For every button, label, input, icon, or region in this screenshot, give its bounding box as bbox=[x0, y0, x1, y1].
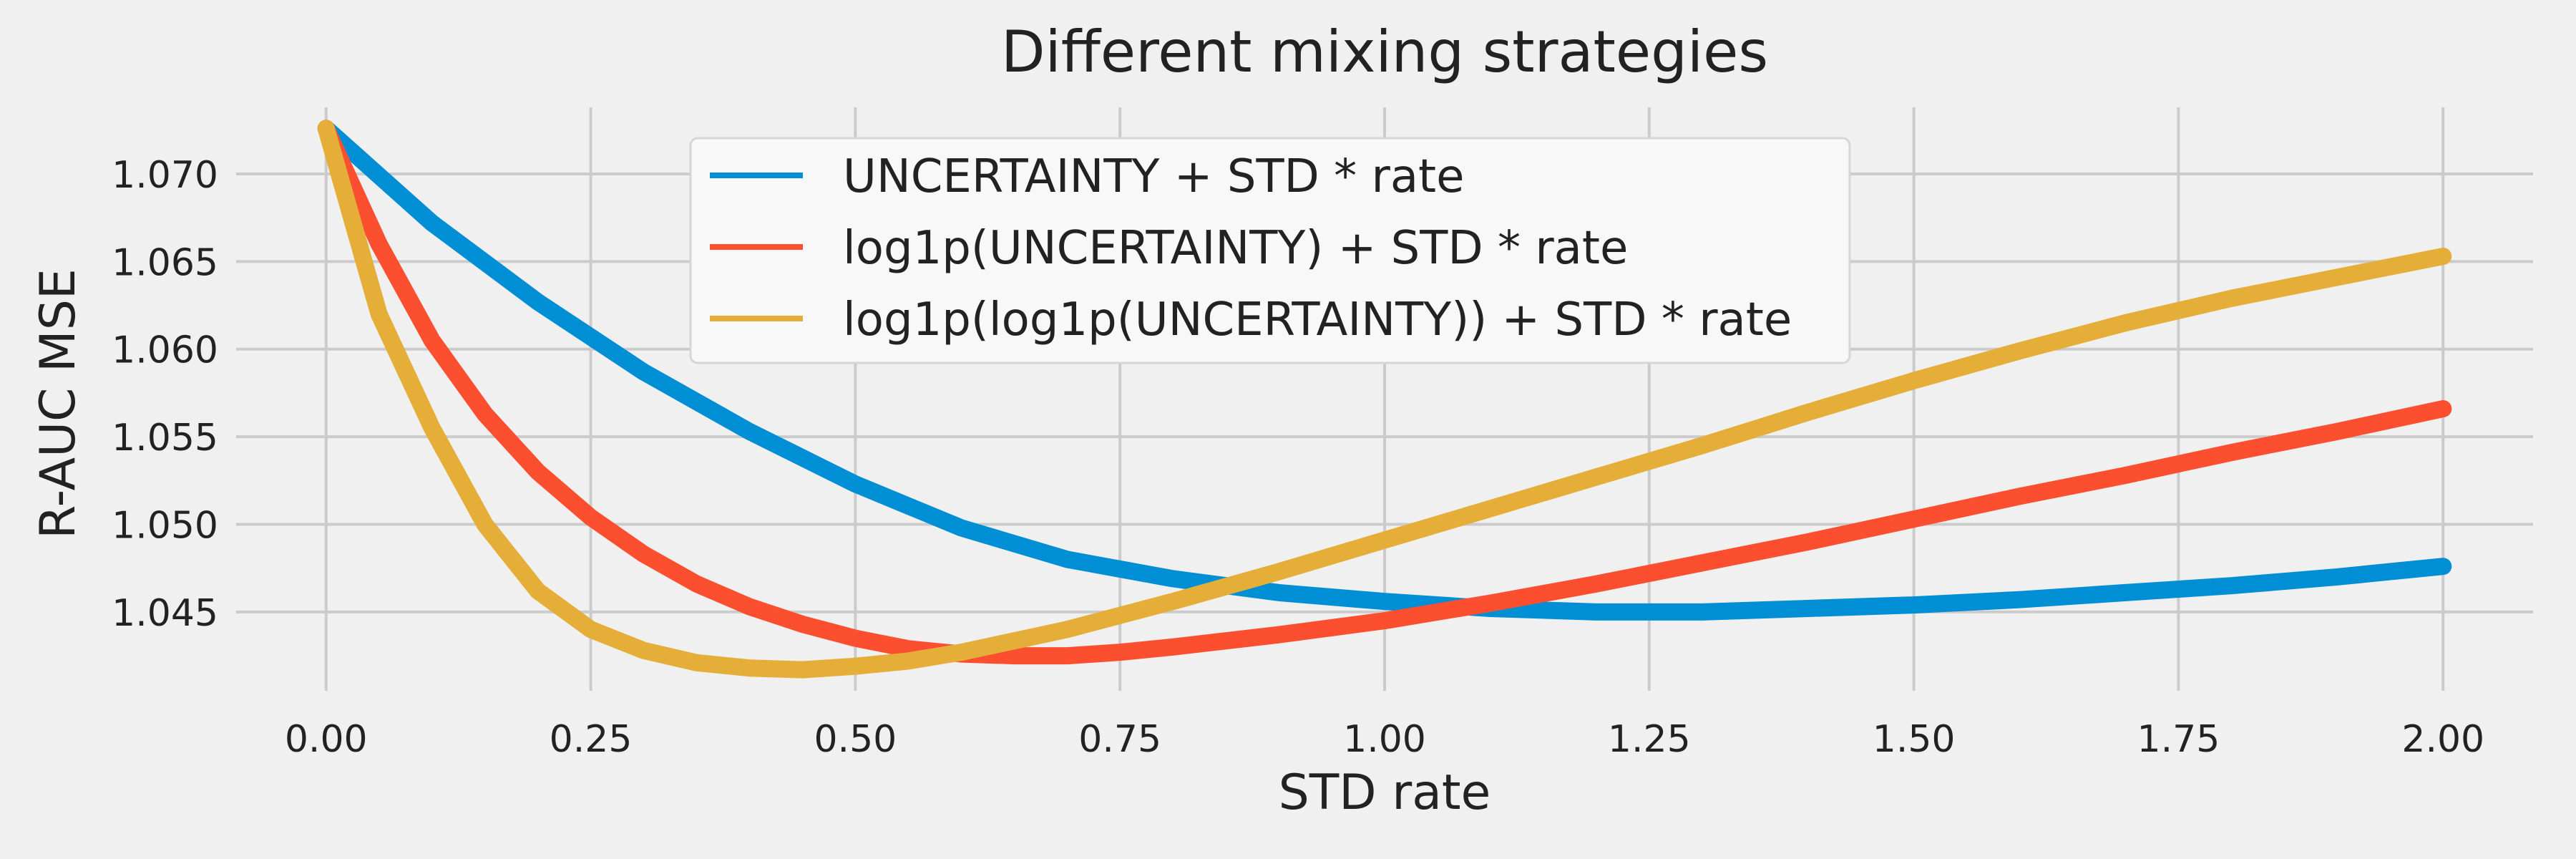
x-tick-label: 0.50 bbox=[814, 718, 897, 761]
y-ticks: 1.045 1.050 1.055 1.060 1.065 1.070 bbox=[112, 154, 218, 635]
x-tick-label: 0.25 bbox=[550, 718, 633, 761]
legend-label-log1p: log1p(UNCERTAINTY) + STD * rate bbox=[843, 222, 1628, 275]
x-tick-label: 0.75 bbox=[1078, 718, 1161, 761]
x-tick-label: 0.00 bbox=[285, 718, 368, 761]
x-ticks: 0.00 0.25 0.50 0.75 1.00 1.25 1.50 1.75 2.00 bbox=[285, 718, 2484, 761]
series-layer bbox=[317, 120, 2452, 679]
series-log1p bbox=[317, 120, 2452, 665]
chart-title: Different mixing strategies bbox=[1001, 19, 1768, 85]
x-axis-label: STD rate bbox=[1279, 765, 1491, 821]
y-tick-label: 1.060 bbox=[112, 329, 218, 372]
legend: UNCERTAINTY + STD * rate log1p(UNCERTAIN… bbox=[689, 137, 1851, 364]
y-tick-label: 1.065 bbox=[112, 241, 218, 284]
legend-box bbox=[689, 137, 1851, 364]
x-tick-label: 1.75 bbox=[2137, 718, 2220, 761]
y-tick-label: 1.055 bbox=[112, 417, 218, 460]
legend-label-uncertainty: UNCERTAINTY + STD * rate bbox=[843, 150, 1465, 203]
x-tick-label: 1.50 bbox=[1873, 718, 1956, 761]
x-tick-label: 1.00 bbox=[1343, 718, 1426, 761]
legend-label-log1p-log1p: log1p(log1p(UNCERTAINTY)) + STD * rate bbox=[843, 293, 1792, 346]
series-log1p-log1p bbox=[317, 120, 2452, 679]
y-tick-label: 1.050 bbox=[112, 504, 218, 547]
x-tick-label: 2.00 bbox=[2401, 718, 2484, 761]
x-tick-label: 1.25 bbox=[1608, 718, 1691, 761]
series-uncertainty bbox=[317, 120, 2452, 621]
y-tick-label: 1.045 bbox=[112, 592, 218, 635]
y-tick-label: 1.070 bbox=[112, 154, 218, 197]
y-axis-label: R-AUC MSE bbox=[30, 268, 87, 539]
